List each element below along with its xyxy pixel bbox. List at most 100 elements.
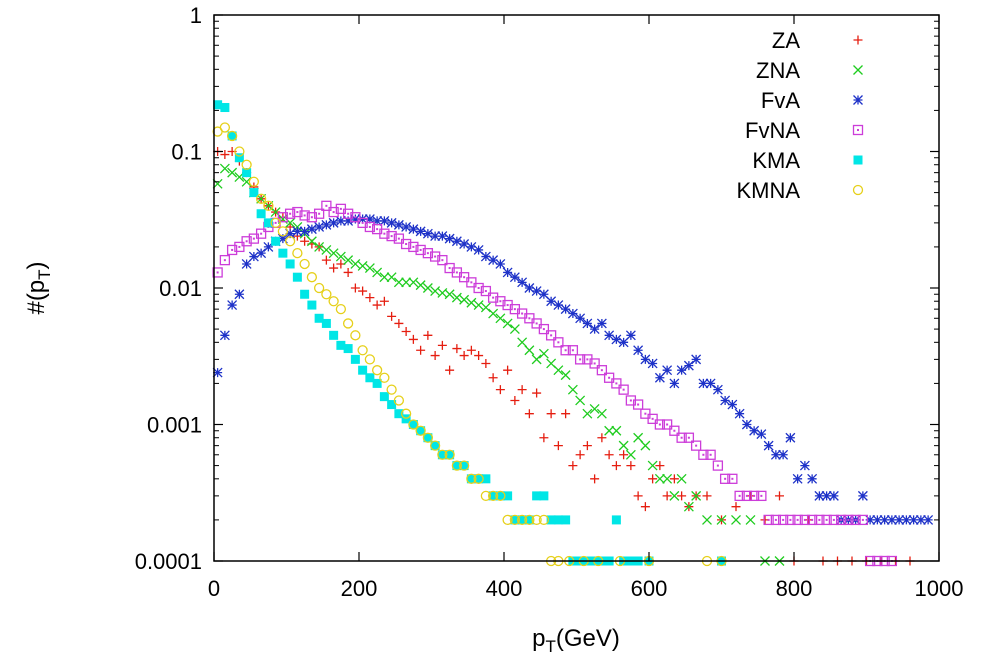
data-point [350,330,361,341]
data-point [509,272,520,283]
legend: ZA ZNA FvA FvNA KMA KMNA [736,28,864,203]
data-point [226,244,238,256]
data-point [517,277,528,288]
data-point [430,441,440,451]
data-point [379,392,389,402]
data-point [444,233,455,244]
data-point [625,330,636,341]
data-point [683,432,695,443]
data-point [423,330,433,340]
data-point [488,373,498,383]
data-point [342,318,354,329]
data-point [538,289,549,300]
y-tick-label: 0.0001 [135,549,202,574]
data-point [785,432,796,443]
data-point [734,490,745,502]
data-point [648,474,658,484]
data-point [654,419,666,430]
data-point [451,292,462,303]
data-point [459,294,470,305]
data-point [408,420,418,429]
data-point [807,473,818,484]
data-point [770,449,781,460]
legend-marker [852,124,864,136]
data-point [444,449,455,460]
data-point [480,490,492,502]
data-point [445,450,455,460]
y-axis-title-subscript: T [35,269,54,279]
data-point [597,433,607,443]
data-point [575,313,586,324]
data-point [459,239,470,249]
data-point [480,251,491,262]
x-tick-label: 1000 [915,576,964,601]
data-point [220,103,230,113]
data-point [336,340,346,350]
data-point [574,354,586,365]
data-point [445,365,455,375]
data-point [538,348,549,359]
data-point [379,372,390,383]
legend-label: FvA [761,88,800,113]
data-point [560,370,571,381]
data-point [517,385,527,395]
data-point [582,441,592,451]
data-point [596,365,608,376]
data-point [473,282,484,294]
plot-frame [213,14,940,562]
series-fvna [212,200,898,567]
data-point [821,514,832,526]
data-point [763,440,774,451]
data-point [350,354,360,364]
data-point [553,441,563,451]
data-point [524,514,535,526]
data-point [908,514,919,525]
data-point [393,395,405,406]
data-point [865,514,876,525]
data-point [241,259,252,269]
y-tick-label: 0.01 [159,276,202,301]
data-point [662,473,673,484]
data-point [524,515,534,525]
data-point [379,272,390,283]
data-point [502,514,513,526]
data-point [256,248,267,259]
data-point [495,490,506,502]
data-point [604,330,615,341]
data-point [647,413,658,424]
data-point [567,384,578,395]
data-point [343,267,353,277]
data-point [603,372,615,383]
data-point [705,449,716,460]
x-axis-title-subscript: T [545,637,555,656]
data-point [516,514,528,526]
data-point [654,372,665,383]
data-point [234,146,245,157]
data-point [828,514,840,526]
data-point [857,514,869,526]
data-point [271,236,281,246]
data-point [364,221,376,233]
data-point [212,267,223,278]
data-point [357,345,368,356]
data-point [386,384,397,395]
data-point [306,236,317,247]
data-point [654,473,665,484]
data-point [495,385,505,395]
data-point [277,233,288,244]
data-point [278,248,288,258]
data-point [677,491,687,501]
data-point [640,408,651,419]
data-point [227,300,238,311]
data-point [886,514,897,525]
data-point [618,337,629,348]
data-point [401,222,412,232]
data-point [365,293,375,303]
data-point [430,231,441,242]
data-point [248,251,259,262]
data-point [284,236,296,247]
data-point [611,425,622,436]
data-point [415,244,426,256]
